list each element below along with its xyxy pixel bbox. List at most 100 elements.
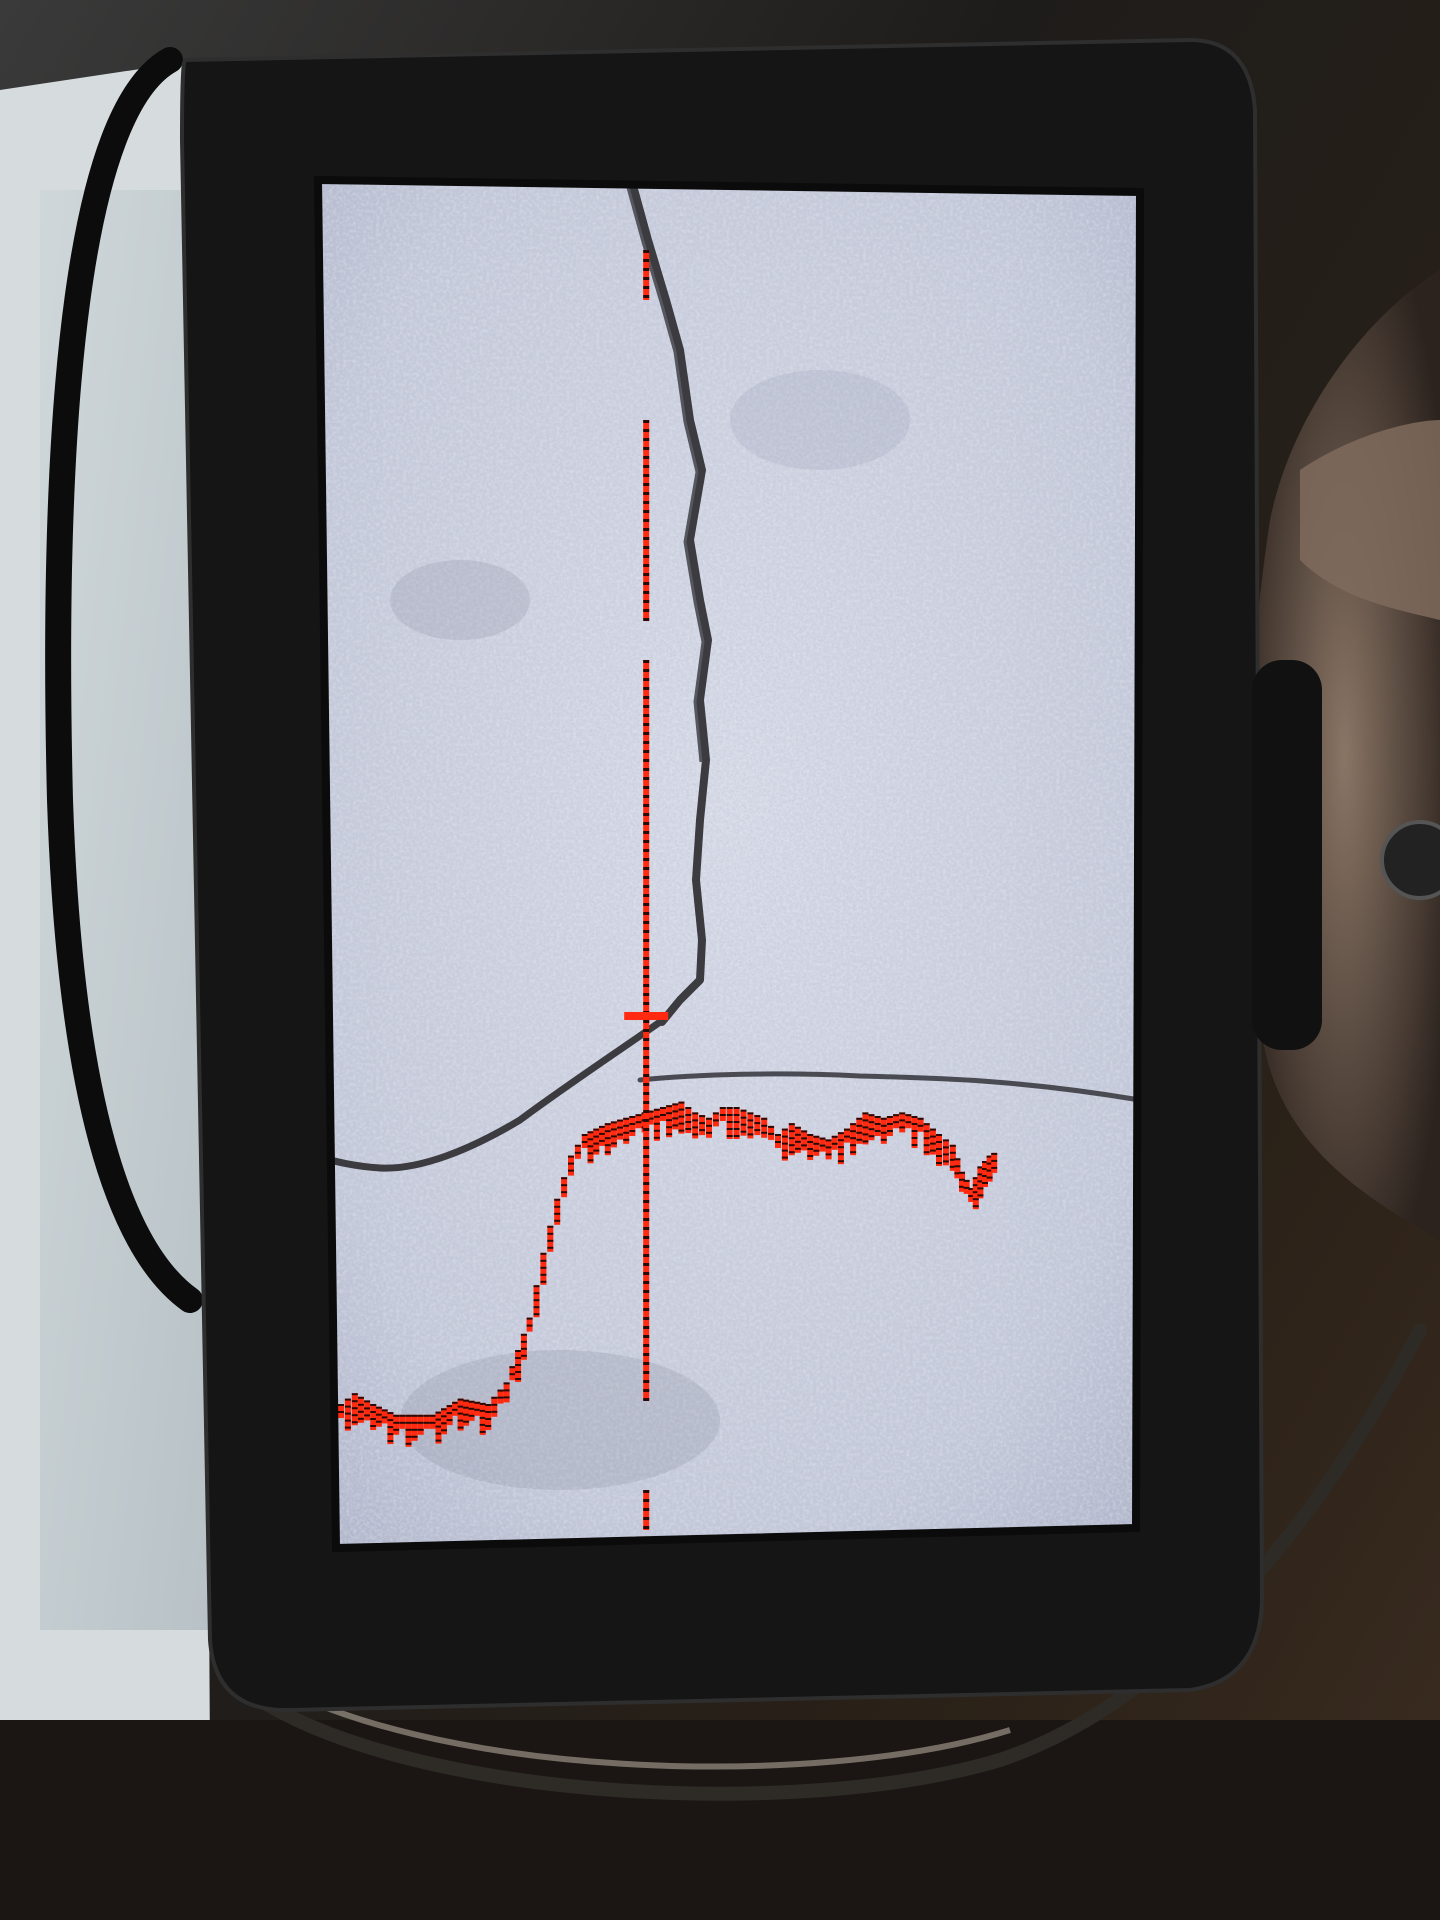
scan-profile-scanline — [754, 1129, 761, 1132]
crack-spike-scanline — [643, 1182, 650, 1185]
scan-profile-scanline — [977, 1194, 984, 1197]
scan-profile-scanline — [623, 1138, 630, 1141]
crack-spike-scanline — [643, 1065, 650, 1068]
scan-profile-scanline — [972, 1191, 979, 1194]
scan-profile-scanline — [485, 1411, 492, 1413]
crack-spike-scanline — [643, 1209, 650, 1212]
scan-profile-segment — [807, 1134, 814, 1160]
crack-spike-crossbar — [624, 1012, 669, 1020]
scan-profile-scanline — [610, 1128, 617, 1131]
scan-profile-scanline — [375, 1413, 382, 1416]
scan-profile-scanline — [474, 1401, 481, 1404]
cable-bottom-2 — [248, 1667, 1011, 1770]
scan-profile-scanline — [825, 1153, 832, 1156]
crack-spike-scanline — [643, 1371, 650, 1374]
scan-profile-segment — [568, 1155, 574, 1176]
scan-profile-scanline — [617, 1133, 624, 1136]
scan-profile-scanline — [801, 1137, 808, 1140]
scan-profile-scanline — [986, 1155, 993, 1158]
scan-profile-scanline — [862, 1140, 869, 1143]
scan-profile-scanline — [768, 1132, 775, 1135]
crack-spike-scanline — [643, 456, 650, 459]
scan-profile-scanline — [899, 1112, 906, 1115]
scan-profile-scanline — [351, 1393, 358, 1396]
scan-profile-scanline — [430, 1414, 436, 1417]
scan-profile-scanline — [761, 1117, 768, 1120]
scan-profile-segment — [954, 1158, 961, 1179]
scan-profile-scanline — [457, 1419, 464, 1422]
scan-profile-scanline — [868, 1135, 875, 1138]
scan-profile-scanline — [813, 1149, 820, 1152]
device-bezel-highlight — [179, 37, 1265, 1713]
scan-profile-scanline — [886, 1123, 893, 1125]
scan-profile-scanline — [338, 1411, 344, 1413]
scan-profile-scanline — [338, 1404, 344, 1406]
scan-profile-scanline — [554, 1219, 561, 1222]
scan-profile-segment — [672, 1103, 679, 1130]
scan-profile-scanline — [381, 1416, 388, 1419]
scan-profile-scanline — [781, 1142, 788, 1145]
scan-profile-scanline — [457, 1412, 464, 1415]
scan-profile-scanline — [479, 1423, 486, 1426]
scan-profile-scanline — [463, 1413, 470, 1416]
scan-profile-scanline — [685, 1121, 692, 1123]
crack-spike-scanline — [643, 930, 650, 933]
scan-profile-scanline — [604, 1130, 611, 1133]
scan-profile-scanline — [991, 1159, 998, 1162]
scan-profile-scanline — [540, 1259, 547, 1262]
scan-profile-scanline — [986, 1176, 993, 1179]
crack-spike-scanline — [643, 1173, 650, 1176]
scan-profile-scanline — [899, 1126, 906, 1129]
scan-profile-scanline — [905, 1121, 912, 1124]
crack-spike-scanline — [643, 867, 650, 870]
scan-profile-scanline — [899, 1119, 906, 1122]
crack-spike-scanline — [643, 903, 650, 906]
scan-profile-scanline — [949, 1151, 956, 1154]
scan-profile-scanline — [547, 1246, 554, 1249]
crack-spike-scanline — [643, 537, 650, 540]
scan-profile-scanline — [623, 1124, 630, 1127]
scan-profile-scanline — [568, 1169, 574, 1172]
scan-profile-scanline — [515, 1371, 522, 1373]
scan-profile-scanline — [936, 1155, 942, 1157]
concrete-crack-diagonal — [318, 1018, 664, 1172]
scan-profile-scanline — [733, 1128, 740, 1130]
crack-spike-scanline — [643, 1110, 650, 1113]
crack-spike-scanline — [643, 1002, 650, 1005]
crack-spike-scanline — [643, 1083, 650, 1086]
desk-surface — [0, 1720, 1440, 1920]
crack-spike-scanline — [643, 1137, 650, 1140]
scan-profile-scanline — [568, 1155, 574, 1158]
scan-profile-scanline — [761, 1124, 768, 1127]
scan-profile-scanline — [856, 1124, 863, 1127]
scan-profile-segment — [393, 1414, 400, 1435]
scan-profile-scanline — [986, 1162, 993, 1165]
scan-profile-scanline — [672, 1103, 679, 1106]
scan-profile-scanline — [435, 1411, 442, 1414]
scan-profile-scanline — [923, 1123, 930, 1126]
scan-profile-segment — [856, 1117, 863, 1144]
scan-profile-scanline — [491, 1403, 498, 1406]
scan-profile-segment — [685, 1107, 692, 1133]
scan-profile-scanline — [917, 1124, 924, 1127]
scan-profile-scanline — [435, 1432, 442, 1435]
device-side-button — [1252, 660, 1322, 1050]
scan-profile-scanline — [441, 1422, 447, 1425]
scan-profile-scanline — [387, 1433, 394, 1436]
scan-profile-scanline — [972, 1177, 979, 1180]
crack-spike-scanline — [643, 573, 650, 576]
scan-profile-segment — [761, 1117, 768, 1138]
scan-profile-scanline — [344, 1426, 351, 1429]
crack-spike-scanline — [643, 912, 650, 915]
scan-profile-scanline — [666, 1133, 673, 1136]
crack-spike-scanline — [643, 528, 650, 531]
scan-profile-scanline — [547, 1225, 554, 1228]
crack-spike-scanline — [643, 1517, 650, 1520]
crack-spike-scanline — [643, 1101, 650, 1104]
scan-profile-segment — [929, 1128, 936, 1155]
scan-profile-scanline — [479, 1416, 486, 1419]
scan-profile-scanline — [706, 1124, 712, 1127]
crack-spike-scanline — [643, 1227, 650, 1230]
scan-profile-scanline — [411, 1421, 418, 1424]
